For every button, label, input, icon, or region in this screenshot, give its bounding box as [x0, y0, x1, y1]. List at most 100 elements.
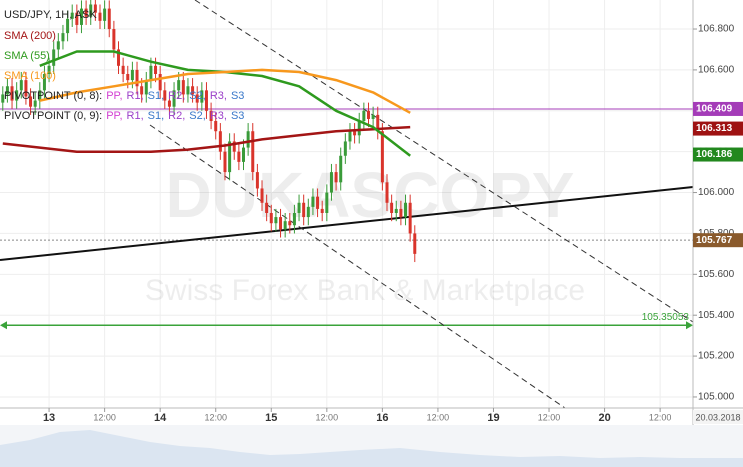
pivot-prefix: PIVOTPOINT (0, 9): [4, 110, 102, 122]
candle-body [33, 100, 37, 107]
candle-body [98, 12, 102, 21]
candle-body [195, 94, 199, 103]
candle-body [126, 73, 130, 81]
y-tick-label: 106.600 [698, 65, 735, 76]
candle-body [140, 86, 144, 95]
candle-body [112, 29, 116, 50]
candle-body [191, 86, 195, 95]
x-tick-label: 12:00 [316, 412, 339, 422]
candle-body [292, 212, 296, 226]
candle-body [362, 110, 366, 122]
price-box [693, 101, 743, 116]
legend-entry: SMA (55) [4, 50, 50, 62]
candle-body [334, 172, 338, 183]
candle-body [167, 100, 171, 107]
price-box [693, 121, 743, 136]
candle-body [260, 188, 264, 203]
price-box-label: 105.767 [696, 235, 733, 246]
candle-body [103, 8, 107, 21]
price-box-label: 106.313 [696, 123, 733, 134]
candle-body [70, 12, 74, 19]
pivot-item: PP, [106, 110, 122, 122]
pivot-item: R2, [168, 110, 185, 122]
candle-body [274, 217, 278, 224]
candle-body [339, 155, 343, 183]
pivot-legend: PIVOTPOINT (0, 8): PP, R1, S1, R2, S2, R3, S3 [4, 90, 244, 102]
target-arrow-right [686, 321, 693, 330]
candle-body [52, 49, 56, 66]
candle-body [5, 86, 9, 95]
channel-lower [149, 124, 566, 409]
pivot-item: R2, [168, 90, 185, 102]
indicator-lines [2, 50, 411, 157]
candle-body [15, 90, 19, 101]
candle-body [311, 196, 315, 207]
target-label: 105.35053 [642, 312, 690, 323]
candle-body [353, 131, 357, 136]
price-box [693, 233, 743, 248]
candle-body [255, 172, 259, 189]
candle-body [121, 65, 125, 74]
x-tick-label: 12:00 [538, 412, 561, 422]
candles [1, 0, 417, 263]
y-tick-label: 105.200 [698, 351, 735, 362]
candle-body [154, 65, 158, 74]
watermark-tagline: Swiss Forex Bank & Marketplace [145, 274, 585, 307]
target-arrow-left [0, 321, 7, 330]
candle-body [366, 110, 370, 119]
legend: USD/JPY, 1H, ASK SMA (200) SMA (55) SMA (1… [4, 9, 244, 122]
levels: 105.35053 [0, 108, 693, 330]
candle-body [89, 4, 93, 17]
candle-body [61, 33, 65, 42]
navigator-area [0, 430, 743, 467]
candle-body [130, 69, 134, 81]
x-tick-label: 14 [154, 412, 167, 424]
candle-body [251, 131, 255, 173]
y-tick-label: 106.000 [698, 187, 735, 198]
candle-body [38, 90, 42, 101]
x-tick-label: 15 [265, 412, 277, 424]
sma-line [39, 68, 411, 114]
candle-body [223, 151, 227, 173]
candle-body [228, 141, 232, 173]
candle-body [24, 80, 28, 97]
pivot-item: PP, [106, 90, 122, 102]
pivot-item: S1, [148, 110, 165, 122]
candle-body [218, 131, 222, 152]
pivot-item: S2, [189, 110, 206, 122]
pivot-item: R1, [127, 90, 144, 102]
candle-body [29, 96, 33, 107]
candle-body [209, 110, 213, 122]
candle-body [1, 94, 5, 103]
y-axis-panel [693, 0, 743, 425]
x-tick-label: 20 [598, 412, 610, 424]
candle-body [394, 208, 398, 213]
x-tick-label: 12:00 [204, 412, 227, 422]
price-box-label: 106.409 [696, 104, 733, 115]
candle-body [186, 86, 190, 95]
date-label: 20.03.2018 [695, 412, 740, 422]
candle-body [343, 141, 347, 156]
x-tick-label: 12:00 [649, 412, 672, 422]
candle-body [265, 202, 269, 213]
x-tick-label: 12:00 [427, 412, 450, 422]
candle-body [66, 18, 70, 34]
candle-body [149, 65, 153, 81]
candle-body [357, 121, 361, 136]
candle-body [42, 73, 46, 91]
candle-body [279, 217, 283, 230]
candle-body [47, 65, 51, 74]
date-box [693, 410, 743, 424]
candle-body [79, 8, 83, 25]
candle-body [316, 196, 320, 209]
pivot-item: R3, [210, 110, 227, 122]
legend-entry: SMA (100) [4, 70, 56, 82]
pivot-item: R1, [127, 110, 144, 122]
candle-body [10, 86, 14, 101]
candle-body [404, 202, 408, 218]
x-tick-label: 19 [487, 412, 499, 424]
pivot-item: R3, [210, 90, 227, 102]
x-tick-label: 13 [43, 412, 55, 424]
candle-body [246, 131, 250, 148]
